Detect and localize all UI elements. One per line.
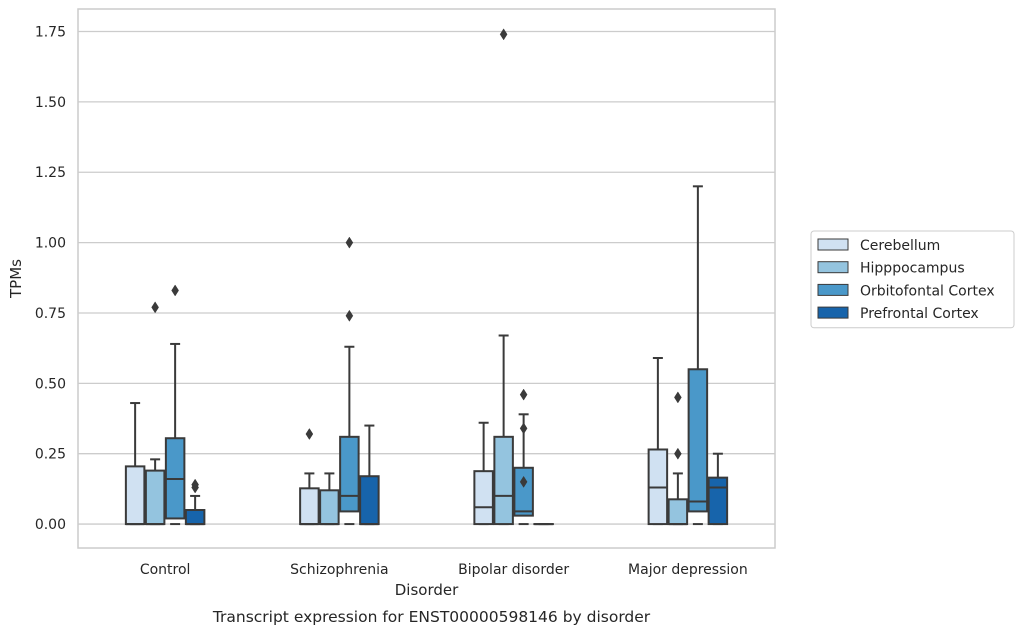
outlier-point [519,475,528,488]
box-iqr [687,368,709,513]
box-iqr [473,470,494,526]
box-prefrontal-cortex-schizophrenia [359,424,380,526]
y-tick-label: 0.50 [35,376,66,392]
y-tick-label: 1.00 [35,236,66,252]
legend-label: Prefrontal Cortex [860,306,979,322]
y-tick-label: 1.25 [35,165,66,181]
outlier-point [519,422,528,435]
gridlines [78,30,775,525]
legend-swatch [817,306,849,319]
y-tick-label: 0.25 [35,447,66,463]
x-tick-label: Control [140,562,191,578]
box-orbitofontal-cortex-schizophrenia [339,236,360,526]
x-tick-label: Major depression [628,562,748,578]
x-tick-label: Schizophrenia [290,562,388,578]
box-iqr [667,498,689,526]
y-tick-label: 1.75 [35,25,66,41]
y-tick-label: 0.00 [35,517,66,533]
legend-swatch [817,238,849,251]
legend-label: Hipppocampus [860,261,965,277]
box-iqr [319,489,340,526]
y-tick-label: 1.50 [35,95,66,111]
outlier-point [191,478,199,491]
y-tick-labels: 0.00 0.25 0.50 0.75 1.00 1.25 1.50 1.75 [35,25,66,534]
box-prefrontal-cortex-control [184,478,206,526]
box-cerebellum-control [124,402,146,526]
outlier-point [674,447,682,460]
x-axis-label: Disorder [395,581,459,599]
box-orbitofontal-cortex-bipolar-disorder [513,388,534,526]
box-iqr [184,509,206,526]
box-cerebellum-major-depression [647,357,669,526]
outlier-point [151,301,159,314]
box-iqr [493,435,514,526]
y-tick-label: 0.75 [35,306,66,322]
outlier-point [171,284,179,297]
box-hipppocampus-major-depression [667,391,689,526]
y-axis-label: TPMs [7,259,25,299]
outlier-point [345,236,354,249]
box-iqr [144,469,166,526]
legend-label: Cerebellum [860,238,940,254]
outlier-point [345,309,354,322]
box-cerebellum-schizophrenia [299,428,320,526]
legend-swatch [817,261,849,274]
legend-frame [810,230,1015,329]
box-iqr [339,435,360,513]
box-plot-area [124,28,729,526]
outlier-point [519,388,528,401]
legend: Cerebellum Hipppocampus Orbitofontal Corte… [810,230,1015,329]
box-orbitofontal-cortex-control [164,284,186,526]
box-hipppocampus-control [144,301,166,526]
box-hipppocampus-schizophrenia [319,472,340,526]
box-hipppocampus-bipolar-disorder [493,28,514,526]
chart-caption: Transcript expression for ENST0000059814… [212,608,651,626]
box-prefrontal-cortex-major-depression [707,452,729,526]
x-tick-labels: Control Schizophrenia Bipolar disorder Majo… [140,562,748,578]
box-cerebellum-bipolar-disorder [473,421,494,526]
box-iqr [299,487,320,526]
box-iqr [513,466,534,517]
legend-label: Orbitofontal Cortex [860,283,995,299]
outlier-point [499,28,508,41]
box-orbitofontal-cortex-major-depression [687,185,709,526]
x-tick-label: Bipolar disorder [458,562,569,578]
outlier-point [305,428,314,440]
legend-swatch [817,283,849,296]
plot-frame [77,8,776,549]
box-iqr [707,476,729,526]
box-iqr [124,465,146,526]
outlier-point [674,391,682,404]
box-iqr [359,475,380,526]
legend-items: Cerebellum Hipppocampus Orbitofontal Corte… [817,238,995,322]
